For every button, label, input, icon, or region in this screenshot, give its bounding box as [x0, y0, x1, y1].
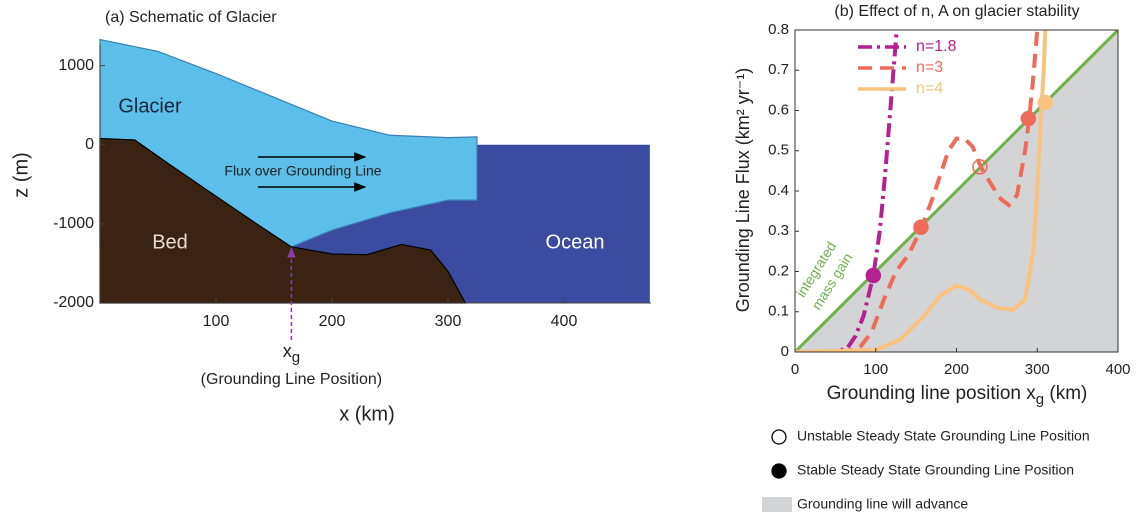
region-label: Bed: [152, 231, 188, 253]
steady-state-point: [914, 220, 928, 234]
region-label: Ocean: [546, 231, 605, 253]
x-tick-label: 100: [863, 361, 888, 378]
region-label: Glacier: [118, 95, 182, 117]
chart-title: (a) Schematic of Glacier: [105, 9, 277, 26]
label-unit: (km): [1044, 383, 1087, 404]
y-axis-label: Grounding Line Flux (km² yr⁻¹): [733, 68, 753, 313]
y-tick-label: 0.1: [768, 303, 789, 320]
y-tick-label: 0.3: [768, 222, 789, 239]
y-tick-label: 1000: [58, 57, 94, 74]
y-tick-label: 0: [781, 343, 789, 360]
key-swatch: [772, 464, 786, 478]
x-tick-label: 400: [1105, 361, 1130, 378]
y-tick-label: 0.8: [768, 21, 789, 38]
y-tick-label: 0.7: [768, 61, 789, 78]
panel-b: 0 100 200 300 400 0 0.1 0.2 0.3 0.4 0.5 0.6 0.7 0.8 (b…: [733, 0, 1131, 512]
key-label: Grounding line will advance: [797, 496, 968, 512]
x-tick-label: 100: [203, 313, 230, 330]
grounding-line-caption: (Grounding Line Position): [201, 371, 382, 388]
label-sub: g: [1036, 391, 1044, 408]
steady-state-point: [866, 269, 880, 283]
y-tick-label: 0.2: [768, 262, 789, 279]
y-axis-label: z (m): [10, 152, 32, 198]
legend-label: n=1.8: [916, 38, 957, 55]
label-main: Grounding line position x: [827, 383, 1037, 404]
panel-a: Ocean Glacier Bed 1000 0 -1000 -2000 100 200 300 4…: [10, 9, 651, 425]
x-tick-label: 300: [435, 313, 462, 330]
y-tick-label: -2000: [53, 294, 94, 311]
x-axis-label: x (km): [339, 403, 395, 425]
y-tick-label: -1000: [53, 215, 94, 232]
legend-label: n=4: [916, 80, 943, 97]
flux-label: Flux over Grounding Line: [224, 163, 381, 179]
key-swatch: [772, 430, 786, 444]
y-tick-label: 0.5: [768, 142, 789, 159]
label-sub: g: [292, 349, 300, 366]
x-tick-label: 0: [791, 361, 799, 378]
legend-label: n=3: [916, 59, 943, 76]
steady-state-point: [1038, 95, 1052, 109]
x-tick-label: 200: [944, 361, 969, 378]
y-tick-label: 0: [85, 136, 94, 153]
x-axis-label: Grounding line position xg (km): [827, 383, 1088, 408]
steady-state-point: [1021, 112, 1035, 126]
label-main: x: [283, 341, 292, 361]
chart-title: (b) Effect of n, A on glacier stability: [834, 3, 1079, 20]
figure: OceanGlacierBed10000-1000-20001002003004…: [0, 0, 1146, 519]
x-tick-label: 300: [1025, 361, 1050, 378]
key-swatch: [762, 497, 792, 512]
y-tick-label: 0.4: [768, 182, 789, 199]
plot-area: [795, 0, 1118, 352]
y-tick-label: 0.6: [768, 101, 789, 118]
x-tick-label: 200: [319, 313, 346, 330]
grounding-line-label: xg: [283, 341, 300, 366]
key-label: Stable Steady State Grounding Line Posit…: [797, 462, 1074, 478]
x-tick-label: 400: [551, 313, 578, 330]
key-label: Unstable Steady State Grounding Line Pos…: [797, 428, 1090, 444]
